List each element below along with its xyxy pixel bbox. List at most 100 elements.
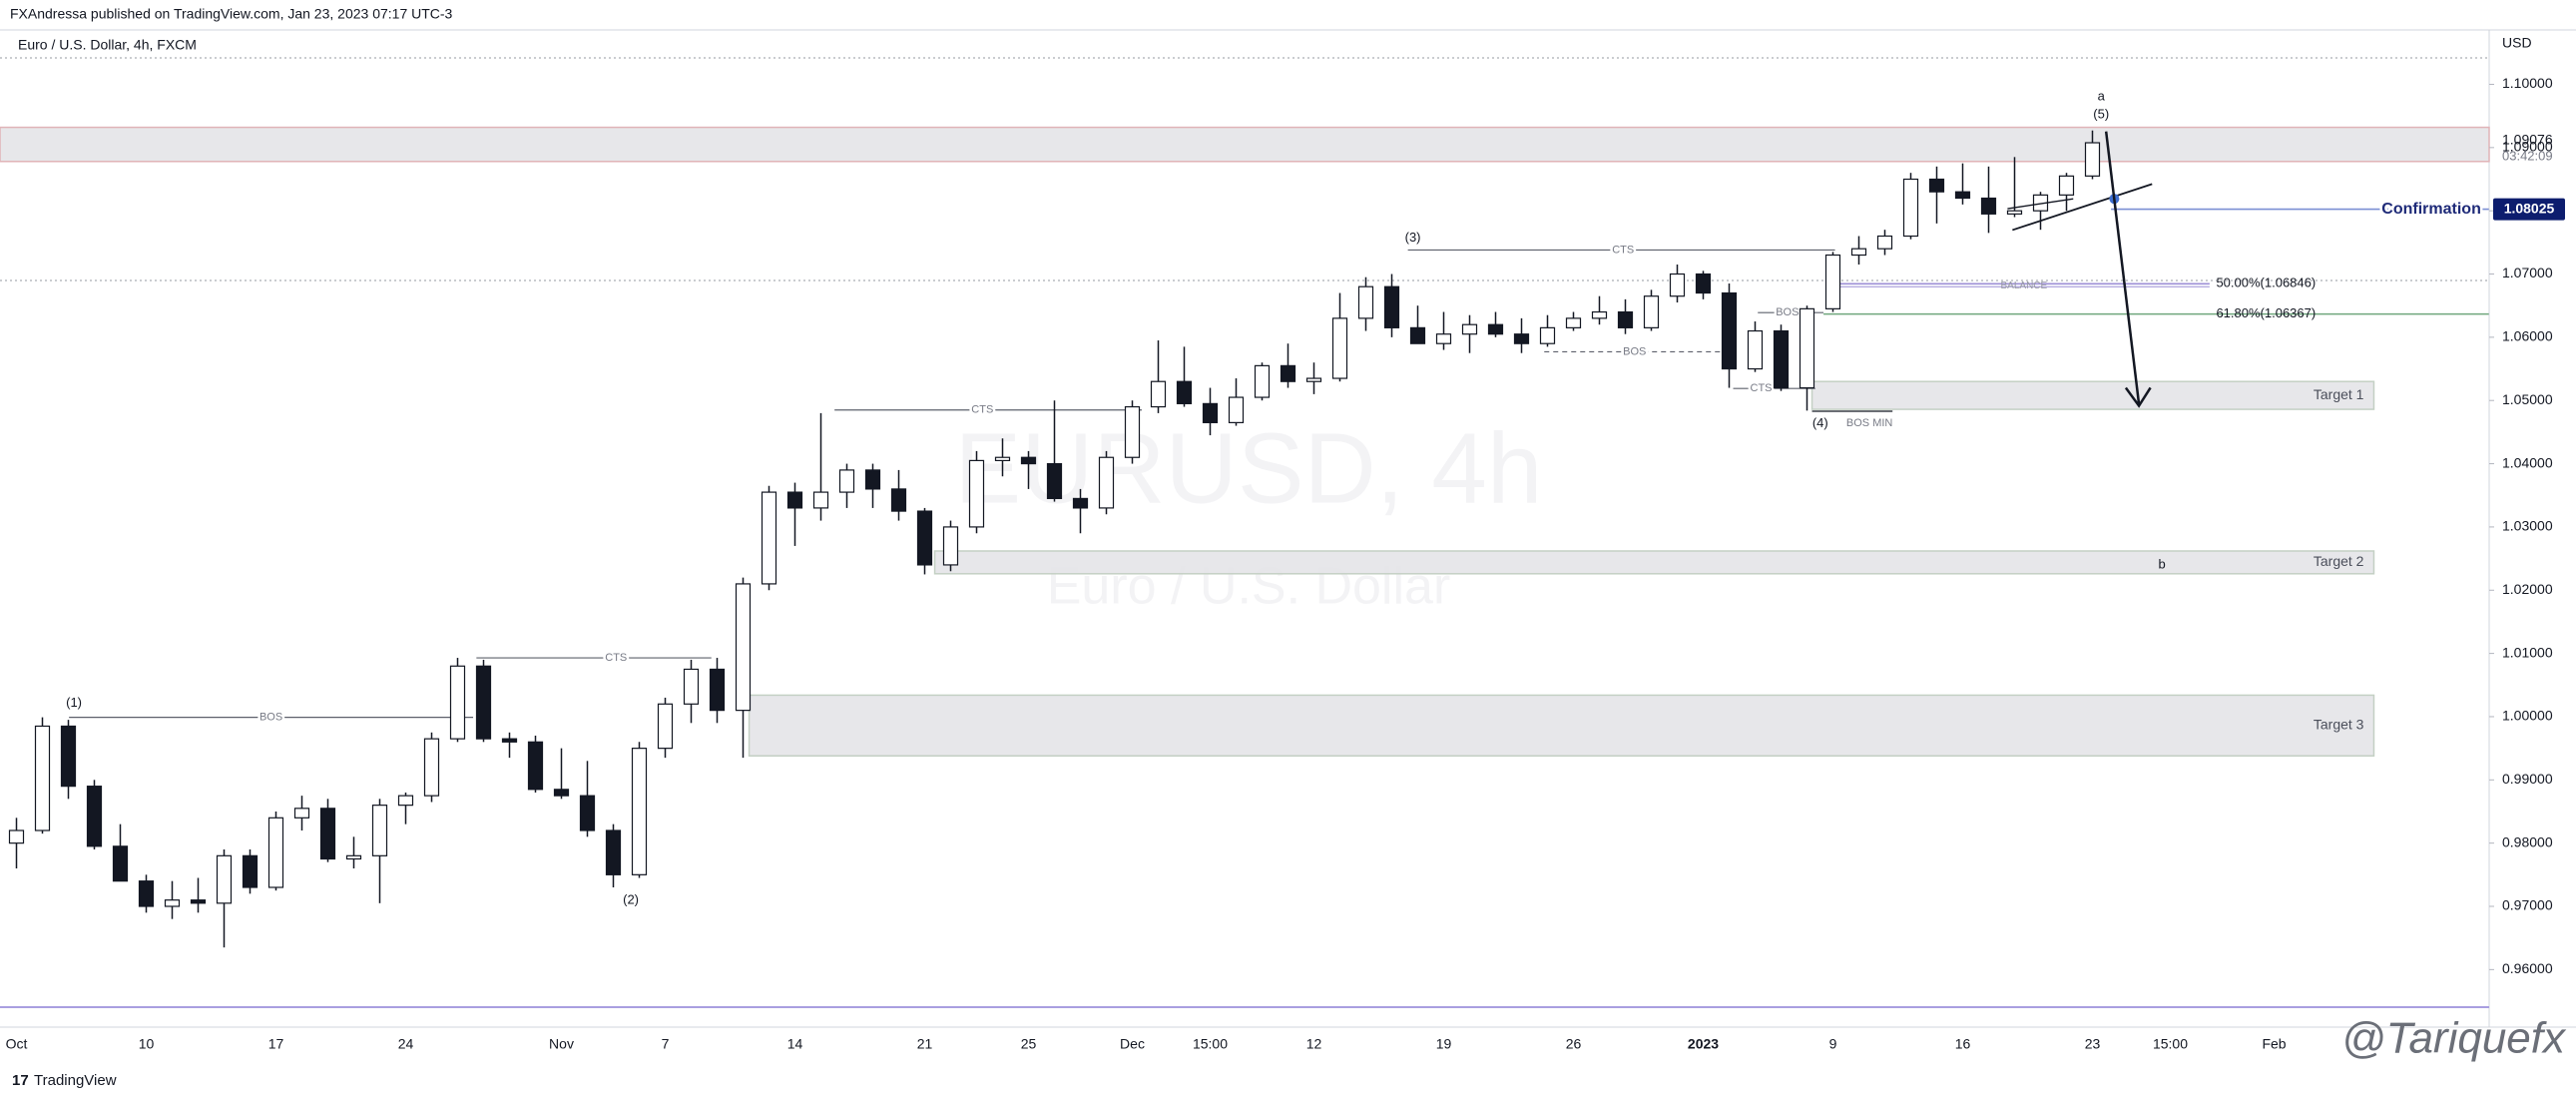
x-tick-label: 9 xyxy=(1829,1036,1837,1052)
candle-body xyxy=(8,829,25,844)
candle-body xyxy=(449,665,466,740)
candle-body xyxy=(397,795,414,807)
candle-body xyxy=(1409,326,1426,344)
y-tick-label: 1.00000 xyxy=(2502,708,2553,724)
level-label: BOS MIN xyxy=(1846,417,1893,429)
level-label: Confirmation xyxy=(2381,201,2481,218)
candle-body xyxy=(916,510,933,566)
zone xyxy=(933,550,2375,575)
candle-body xyxy=(942,526,959,566)
candle-body xyxy=(1773,329,1790,389)
candle-body xyxy=(761,491,777,585)
x-tick-label: 17 xyxy=(268,1036,284,1052)
candle-body xyxy=(1150,380,1167,408)
publish-header: FXAndressa published on TradingView.com,… xyxy=(10,6,453,22)
candle-body xyxy=(267,817,284,888)
candle-body xyxy=(1928,178,1945,193)
zone xyxy=(748,694,2375,757)
candle-body xyxy=(1305,377,1322,382)
candle-body xyxy=(319,808,336,860)
x-tick-label: Feb xyxy=(2262,1036,2286,1052)
zone-label: Target 2 xyxy=(2314,553,2364,569)
tradingview-logo: 17 TradingView xyxy=(12,1072,117,1089)
y-tick-label: 1.06000 xyxy=(2502,328,2553,344)
candle-body xyxy=(1072,497,1089,509)
x-tick-label: 12 xyxy=(1306,1036,1322,1052)
y-tick-label: 0.99000 xyxy=(2502,771,2553,787)
y-tick-label: 0.96000 xyxy=(2502,960,2553,976)
wave-label: a xyxy=(2098,89,2106,104)
x-tick-label: Dec xyxy=(1120,1036,1145,1052)
candle-body xyxy=(1695,273,1712,294)
candle-body xyxy=(1799,307,1815,389)
level-label: BOS xyxy=(259,712,282,724)
candle-body xyxy=(2058,175,2075,196)
x-tick-label: 24 xyxy=(398,1036,414,1052)
candle-body xyxy=(86,786,103,847)
y-tick-label: 1.07000 xyxy=(2502,265,2553,280)
wave-label: BALANCE xyxy=(2001,280,2048,291)
y-tick-label: 0.97000 xyxy=(2502,897,2553,913)
candle-body xyxy=(112,845,129,882)
wave-label: b xyxy=(2159,557,2166,572)
candle-body xyxy=(1176,380,1193,404)
candle-body xyxy=(1435,333,1452,344)
candle-body xyxy=(683,668,700,705)
level-label: CTS xyxy=(971,404,993,416)
logo-mark: 17 xyxy=(12,1072,29,1089)
candle-body xyxy=(34,725,51,831)
candle-body xyxy=(890,488,907,512)
zone xyxy=(1810,380,2375,410)
wave-label: (3) xyxy=(1405,230,1421,245)
countdown: 03:42:09 xyxy=(2502,148,2553,163)
level-label: 50.00%(1.06846) xyxy=(2216,275,2316,290)
x-tick-label: 25 xyxy=(1021,1036,1037,1052)
last-price: 1.09076 xyxy=(2502,132,2553,148)
candle-body xyxy=(1098,456,1115,509)
candle-body xyxy=(1513,333,1530,344)
candle-body xyxy=(968,459,985,528)
projection-arrow xyxy=(2104,131,2141,405)
level-label: 61.80%(1.06367) xyxy=(2216,305,2316,320)
x-tick-label: Oct xyxy=(6,1036,28,1052)
price-unit: USD xyxy=(2502,35,2532,51)
x-tick-label: 14 xyxy=(787,1036,803,1052)
candle-body xyxy=(735,583,752,712)
candle-body xyxy=(1643,295,1660,328)
candle-body xyxy=(423,738,440,797)
candle-body xyxy=(994,456,1011,462)
y-tick-label: 1.04000 xyxy=(2502,454,2553,470)
candle-body xyxy=(657,703,674,750)
candle-body xyxy=(864,469,881,490)
watermark: EURUSD, 4h xyxy=(954,412,1542,524)
y-tick-label: 1.09000 xyxy=(2502,139,2553,155)
y-tick-label: 0.98000 xyxy=(2502,833,2553,849)
candle-body xyxy=(293,808,310,819)
candle-body xyxy=(60,725,77,788)
candle-body xyxy=(1850,248,1867,257)
candle-body xyxy=(371,805,388,856)
candle-body xyxy=(786,491,803,509)
level-label: BOS xyxy=(1623,345,1646,357)
y-tick-label: 1.05000 xyxy=(2502,391,2553,407)
candle-body xyxy=(1747,329,1764,370)
candle-body xyxy=(501,738,518,743)
x-tick-label: 19 xyxy=(1436,1036,1452,1052)
candle-body xyxy=(605,829,622,875)
candle-body xyxy=(1254,364,1271,398)
candle-body xyxy=(1331,317,1348,379)
candle-body xyxy=(1228,396,1245,423)
footer-brand: TradingView xyxy=(34,1072,117,1089)
candle-body xyxy=(1980,197,1997,215)
x-tick-label: 16 xyxy=(1955,1036,1971,1052)
candle-body xyxy=(1124,405,1141,458)
x-tick-label: 23 xyxy=(2085,1036,2101,1052)
candle-body xyxy=(1954,191,1971,200)
level-label: CTS xyxy=(1751,382,1773,394)
candle-body xyxy=(190,899,207,904)
zone-label: Target 3 xyxy=(2314,717,2364,733)
candle-body xyxy=(216,854,233,904)
x-tick-label: 10 xyxy=(139,1036,155,1052)
candle-body xyxy=(1539,326,1556,344)
